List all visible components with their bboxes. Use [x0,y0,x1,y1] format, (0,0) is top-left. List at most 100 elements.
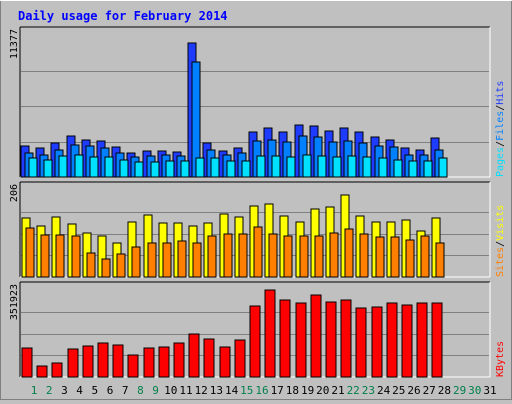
x-tick-day-19: 19 [301,384,314,397]
legend-entry: / [495,241,506,247]
bar-sites-day-11 [177,240,187,278]
bar-pages-day-12 [195,157,205,178]
legend-entry: Sites [495,247,506,277]
bar-sites-day-13 [207,235,217,278]
bar-pages-day-9 [150,161,160,178]
bar-sites-day-2 [40,234,50,278]
bar-kbytes-day-1 [21,347,33,378]
panel-visits_sites: 206 Sites/Visits [9,181,506,278]
x-axis-day-labels: 1 2 3 4 5 6 7 8 9 10 11 12 13 14 15 16 17 18 19 20 21 22 23 24 2… [31,384,497,397]
bar-pages-day-28 [438,157,448,178]
y-max-label: 206 [9,184,20,202]
x-tick-day-8: 8 [137,384,144,397]
bar-kbytes-day-20 [310,294,322,378]
bar-kbytes-day-3 [51,362,63,378]
bar-kbytes-day-7 [112,344,124,378]
bar-pages-day-3 [58,155,68,178]
x-tick-day-5: 5 [91,384,98,397]
bar-kbytes-day-8 [127,354,139,378]
bar-pages-day-17 [271,155,281,178]
bar-kbytes-day-24 [371,306,383,378]
bars-hits_files_pages [20,42,448,178]
bar-pages-day-26 [408,160,418,178]
bar-kbytes-day-17 [264,289,276,378]
bar-sites-day-15 [238,233,248,278]
bar-pages-day-10 [165,160,175,178]
bar-kbytes-day-11 [173,342,185,378]
x-tick-day-24: 24 [377,384,391,397]
bars-kbytes [21,289,443,378]
legend-entry: Files [495,111,506,141]
x-tick-day-27: 27 [423,384,436,397]
bar-kbytes-day-14 [219,346,231,378]
x-tick-day-29: 29 [453,384,466,397]
bar-sites-day-16 [253,226,263,278]
x-tick-day-15: 15 [240,384,253,397]
bar-sites-day-20 [314,235,324,278]
bar-kbytes-day-18 [279,299,291,378]
x-tick-day-17: 17 [271,384,284,397]
bar-pages-day-5 [89,156,99,178]
bar-pages-day-6 [104,156,114,178]
bar-kbytes-day-23 [355,307,367,378]
bar-sites-day-19 [299,235,309,278]
x-tick-day-31: 31 [483,384,496,397]
bar-pages-day-11 [180,160,190,178]
x-tick-day-26: 26 [407,384,420,397]
bar-pages-day-25 [393,159,403,178]
bar-sites-day-7 [116,253,126,278]
legend-entry: Visits [495,205,506,241]
bar-sites-day-3 [55,234,65,278]
bar-sites-day-23 [359,233,369,278]
x-tick-day-30: 30 [468,384,481,397]
bar-pages-day-21 [332,156,342,178]
bar-kbytes-day-26 [401,304,413,378]
bar-sites-day-5 [86,252,96,278]
x-tick-day-14: 14 [225,384,239,397]
x-tick-day-18: 18 [286,384,299,397]
panel-kbytes: 351923 KBytes [9,281,506,378]
bar-kbytes-day-16 [249,305,261,378]
legend-entry: / [495,105,506,111]
x-tick-day-28: 28 [438,384,451,397]
x-tick-day-23: 23 [362,384,375,397]
bar-pages-day-14 [226,160,236,178]
bar-pages-day-8 [134,161,144,178]
bar-pages-day-15 [241,160,251,178]
bar-pages-day-2 [43,159,53,178]
x-tick-day-21: 21 [331,384,344,397]
bar-sites-day-22 [344,228,354,278]
bar-kbytes-day-2 [36,365,48,378]
bar-sites-day-12 [192,242,202,278]
bar-pages-day-20 [317,155,327,178]
bars-visits_sites [21,194,445,278]
bar-sites-day-8 [131,246,141,278]
bar-pages-day-1 [28,157,38,178]
x-tick-day-25: 25 [392,384,405,397]
bar-kbytes-day-19 [295,302,307,378]
x-tick-day-22: 22 [347,384,360,397]
bar-sites-day-27 [420,235,430,278]
x-tick-day-12: 12 [195,384,208,397]
bar-kbytes-day-13 [203,338,215,378]
bar-kbytes-day-15 [234,339,246,378]
bar-kbytes-day-6 [97,342,109,378]
bar-kbytes-day-21 [325,301,337,378]
bar-pages-day-19 [302,154,312,178]
legend-entry: / [495,141,506,147]
bar-pages-day-24 [378,157,388,178]
x-tick-day-2: 2 [46,384,53,397]
x-tick-day-7: 7 [122,384,129,397]
bar-pages-day-13 [210,157,220,178]
legend-entry: Pages [495,147,506,177]
bar-sites-day-1 [25,227,35,278]
x-tick-day-10: 10 [164,384,177,397]
bar-sites-day-4 [71,235,81,278]
bar-kbytes-day-22 [340,299,352,378]
bar-kbytes-day-27 [416,302,428,378]
bar-sites-day-25 [390,236,400,278]
bar-kbytes-day-25 [386,302,398,378]
bar-kbytes-day-5 [82,345,94,378]
